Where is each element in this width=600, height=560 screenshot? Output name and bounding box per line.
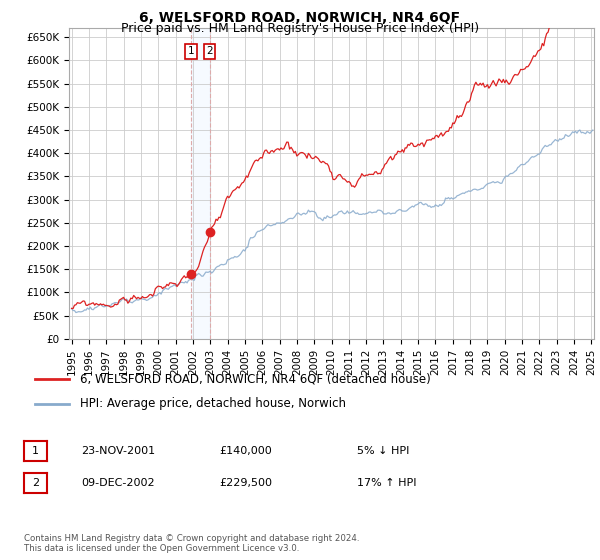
Text: 23-NOV-2001: 23-NOV-2001 — [81, 446, 155, 456]
Text: Contains HM Land Registry data © Crown copyright and database right 2024.
This d: Contains HM Land Registry data © Crown c… — [24, 534, 359, 553]
Text: £229,500: £229,500 — [219, 478, 272, 488]
Text: 1: 1 — [32, 446, 39, 456]
Text: HPI: Average price, detached house, Norwich: HPI: Average price, detached house, Norw… — [80, 398, 346, 410]
Text: 09-DEC-2002: 09-DEC-2002 — [81, 478, 155, 488]
Text: 6, WELSFORD ROAD, NORWICH, NR4 6QF: 6, WELSFORD ROAD, NORWICH, NR4 6QF — [139, 11, 461, 25]
Text: 6, WELSFORD ROAD, NORWICH, NR4 6QF (detached house): 6, WELSFORD ROAD, NORWICH, NR4 6QF (deta… — [80, 372, 431, 385]
Text: Price paid vs. HM Land Registry's House Price Index (HPI): Price paid vs. HM Land Registry's House … — [121, 22, 479, 35]
Text: 2: 2 — [32, 478, 39, 488]
Text: 5% ↓ HPI: 5% ↓ HPI — [357, 446, 409, 456]
Text: 1: 1 — [188, 46, 194, 56]
Text: 17% ↑ HPI: 17% ↑ HPI — [357, 478, 416, 488]
Text: 2: 2 — [206, 46, 213, 56]
Text: £140,000: £140,000 — [219, 446, 272, 456]
Bar — [191, 28, 209, 339]
